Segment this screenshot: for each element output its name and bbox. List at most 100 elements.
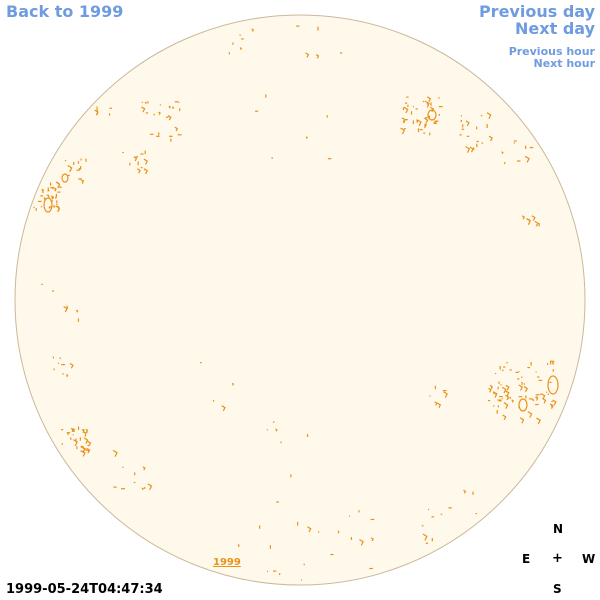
contour-loop [61,173,69,183]
contour-segment [443,391,448,398]
compass-west: W [582,552,596,566]
contour-segment [359,538,364,546]
contour-segment [133,156,138,162]
contour-segment [400,127,406,135]
contour-segment [305,136,308,139]
contour-segment [174,126,179,132]
contour-segment [518,384,524,391]
contour-segment [143,158,149,165]
contour-segment [489,384,494,390]
contour-segment [422,533,428,541]
contour-segment [168,105,171,109]
contour-segment [158,111,161,116]
contour-segment [67,164,73,173]
contour-segment [531,215,536,221]
contour-segment [416,119,422,127]
solar-disk [14,14,586,586]
contour-segment [503,402,509,409]
contour-segment [549,403,554,409]
contour-segment [521,215,525,220]
contour-segment [534,220,539,227]
contour-segment [505,390,510,397]
contour-segment [463,489,467,494]
contour-segment [426,96,432,103]
contour-segment [167,115,172,121]
contour-segment [315,54,320,59]
contour-segment [492,391,498,398]
contour-segment [48,206,51,209]
contour-segment [370,537,374,542]
contour-segment [434,401,438,406]
back-to-year-link[interactable]: Back to 1999 [6,2,124,21]
contour-segment [87,440,92,447]
contour-loop [427,109,437,121]
contour-segment [141,106,146,113]
contour-segment [527,411,533,418]
contour-segment [141,487,144,491]
contour-segment [423,117,429,124]
contour-segment [307,526,312,533]
compass-east: E [522,552,531,566]
contour-segment [501,151,504,154]
contour-segment [78,167,81,171]
compass-south: S [553,582,562,596]
contour-segment [52,205,56,208]
contour-segment [536,417,541,425]
contour-segment [55,181,61,189]
contour-segment [65,373,69,378]
contour-segment [465,120,470,127]
contour-segment [519,417,525,424]
previous-hour-link[interactable]: Previous hour [508,45,595,58]
contour-segment [540,393,546,400]
year-link[interactable]: 1999 [213,557,241,568]
contour-segment [142,466,146,471]
contour-segment [505,384,510,391]
contour-segment [465,146,471,153]
contour-segment [437,402,442,409]
contour-segment [275,428,278,432]
contour-segment [469,146,474,153]
next-day-link[interactable]: Next day [515,19,595,38]
contour-segment [80,446,86,454]
contour-segment [501,386,507,394]
contour-segment [526,218,532,226]
previous-day-link[interactable]: Previous day [478,2,595,21]
contour-segment [171,106,175,110]
contour-segment [83,437,89,444]
observation-timestamp: 1999-05-24T04:47:34 [6,582,163,597]
contour-segment [43,197,46,201]
contour-segment [72,439,78,447]
compass-center-icon: + [552,551,563,566]
contour-segment [486,112,492,119]
contour-segment [551,361,555,365]
contour-segment [136,168,141,174]
contour-segment [430,106,435,113]
contour-segment [144,101,147,104]
contour-segment [532,398,535,402]
contour-loop [547,375,559,395]
contour-segment [239,47,243,51]
contour-segment [523,385,528,393]
contour-segment [424,123,428,127]
contour-loop [518,398,528,412]
contour-segment [85,428,89,433]
contour-segment [535,396,539,401]
compass-north: N [553,522,564,536]
contour-segment [488,135,493,142]
contour-segment [86,447,91,454]
contour-segment [488,387,492,393]
contour-segment [305,52,310,58]
contour-segment [552,399,557,406]
contour-segment [502,414,507,421]
contour-segment [231,382,235,386]
contour-segment [112,449,118,457]
contour-segment [221,405,226,412]
contour-segment [424,100,430,108]
contour-segment [251,28,255,32]
contour-loop [43,197,53,213]
contour-segment [524,155,530,163]
contour-segment [75,309,79,313]
contour-segment [147,483,153,491]
next-hour-link[interactable]: Next hour [533,57,596,70]
